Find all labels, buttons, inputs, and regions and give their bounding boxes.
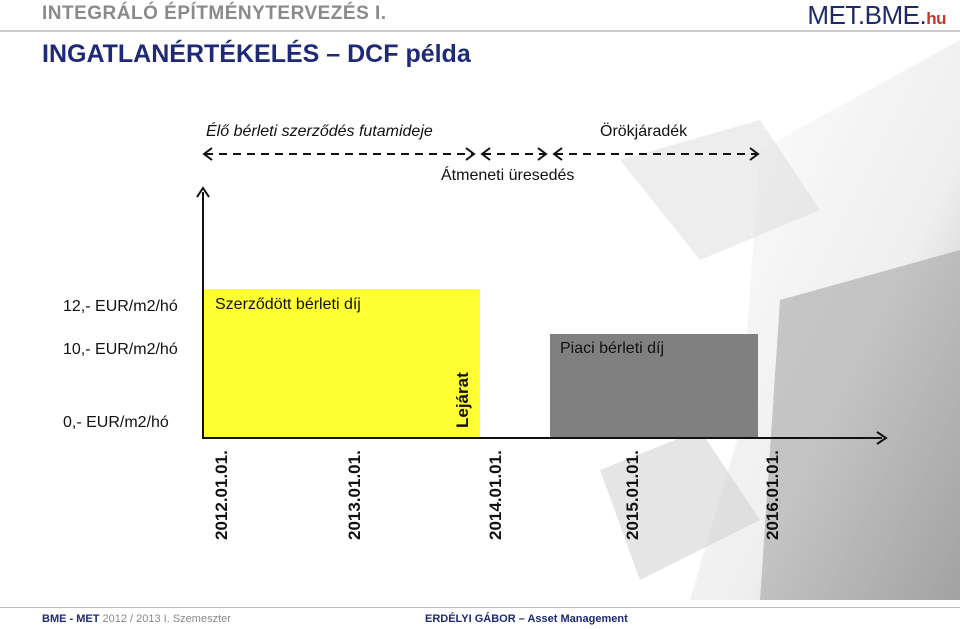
x-axis-arrowhead: [876, 431, 888, 445]
market-rent-bar: [550, 334, 758, 438]
date-label-2013: 2013.01.01.: [345, 450, 364, 540]
slide-title: INGATLANÉRTÉKELÉS – DCF példa: [42, 40, 471, 68]
date-label-2016: 2016.01.01.: [763, 450, 782, 540]
y-label-12: 12,- EUR/m2/hó: [63, 298, 178, 315]
contract-rent-bar: [204, 289, 480, 438]
timeline-arrows: [202, 147, 760, 161]
lease-arrow-left-head: [202, 147, 213, 161]
date-label-2014: 2014.01.01.: [486, 450, 505, 540]
footer-semester: 2012 / 2013 I. Szemeszter: [102, 613, 231, 625]
date-label-2015: 2015.01.01.: [623, 450, 642, 540]
x-axis: [202, 437, 882, 439]
vacancy-arrow-right-head: [537, 147, 548, 161]
vacancy-arrow-left-head: [480, 147, 491, 161]
footer-left: BME - MET 2012 / 2013 I. Szemeszter: [42, 613, 231, 625]
perpetuity-label: Örökjáradék: [600, 123, 688, 140]
lease-term-label: Élő bérleti szerződés futamideje: [206, 123, 433, 140]
footer-divider: [0, 607, 960, 608]
footer-dept: BME - MET: [42, 613, 100, 625]
header-title: INTEGRÁLÓ ÉPÍTMÉNYTERVEZÉS I.: [42, 3, 387, 24]
contract-rent-label: Szerződött bérleti díj: [215, 296, 361, 313]
y-label-0: 0,- EUR/m2/hó: [63, 414, 169, 431]
lease-arrow-right-head: [465, 147, 476, 161]
date-label-2012: 2012.01.01.: [212, 450, 231, 540]
met-bme-logo: MET.BME.hu: [807, 0, 946, 31]
vacancy-label: Átmeneti üresedés: [441, 167, 575, 184]
y-axis-arrowhead: [196, 186, 210, 198]
perpetuity-arrow-right-head: [749, 147, 760, 161]
logo-suffix: hu: [926, 9, 946, 28]
market-rent-label: Piaci bérleti díj: [560, 340, 665, 357]
header-divider: [0, 30, 960, 32]
y-axis: [202, 192, 204, 438]
y-label-10: 10,- EUR/m2/hó: [63, 341, 178, 358]
logo-main: MET.BME.: [807, 0, 927, 30]
footer-author: ERDÉLYI GÁBOR – Asset Management: [425, 613, 628, 625]
perpetuity-arrow-left-head: [552, 147, 563, 161]
expiry-label: Lejárat: [453, 372, 472, 428]
